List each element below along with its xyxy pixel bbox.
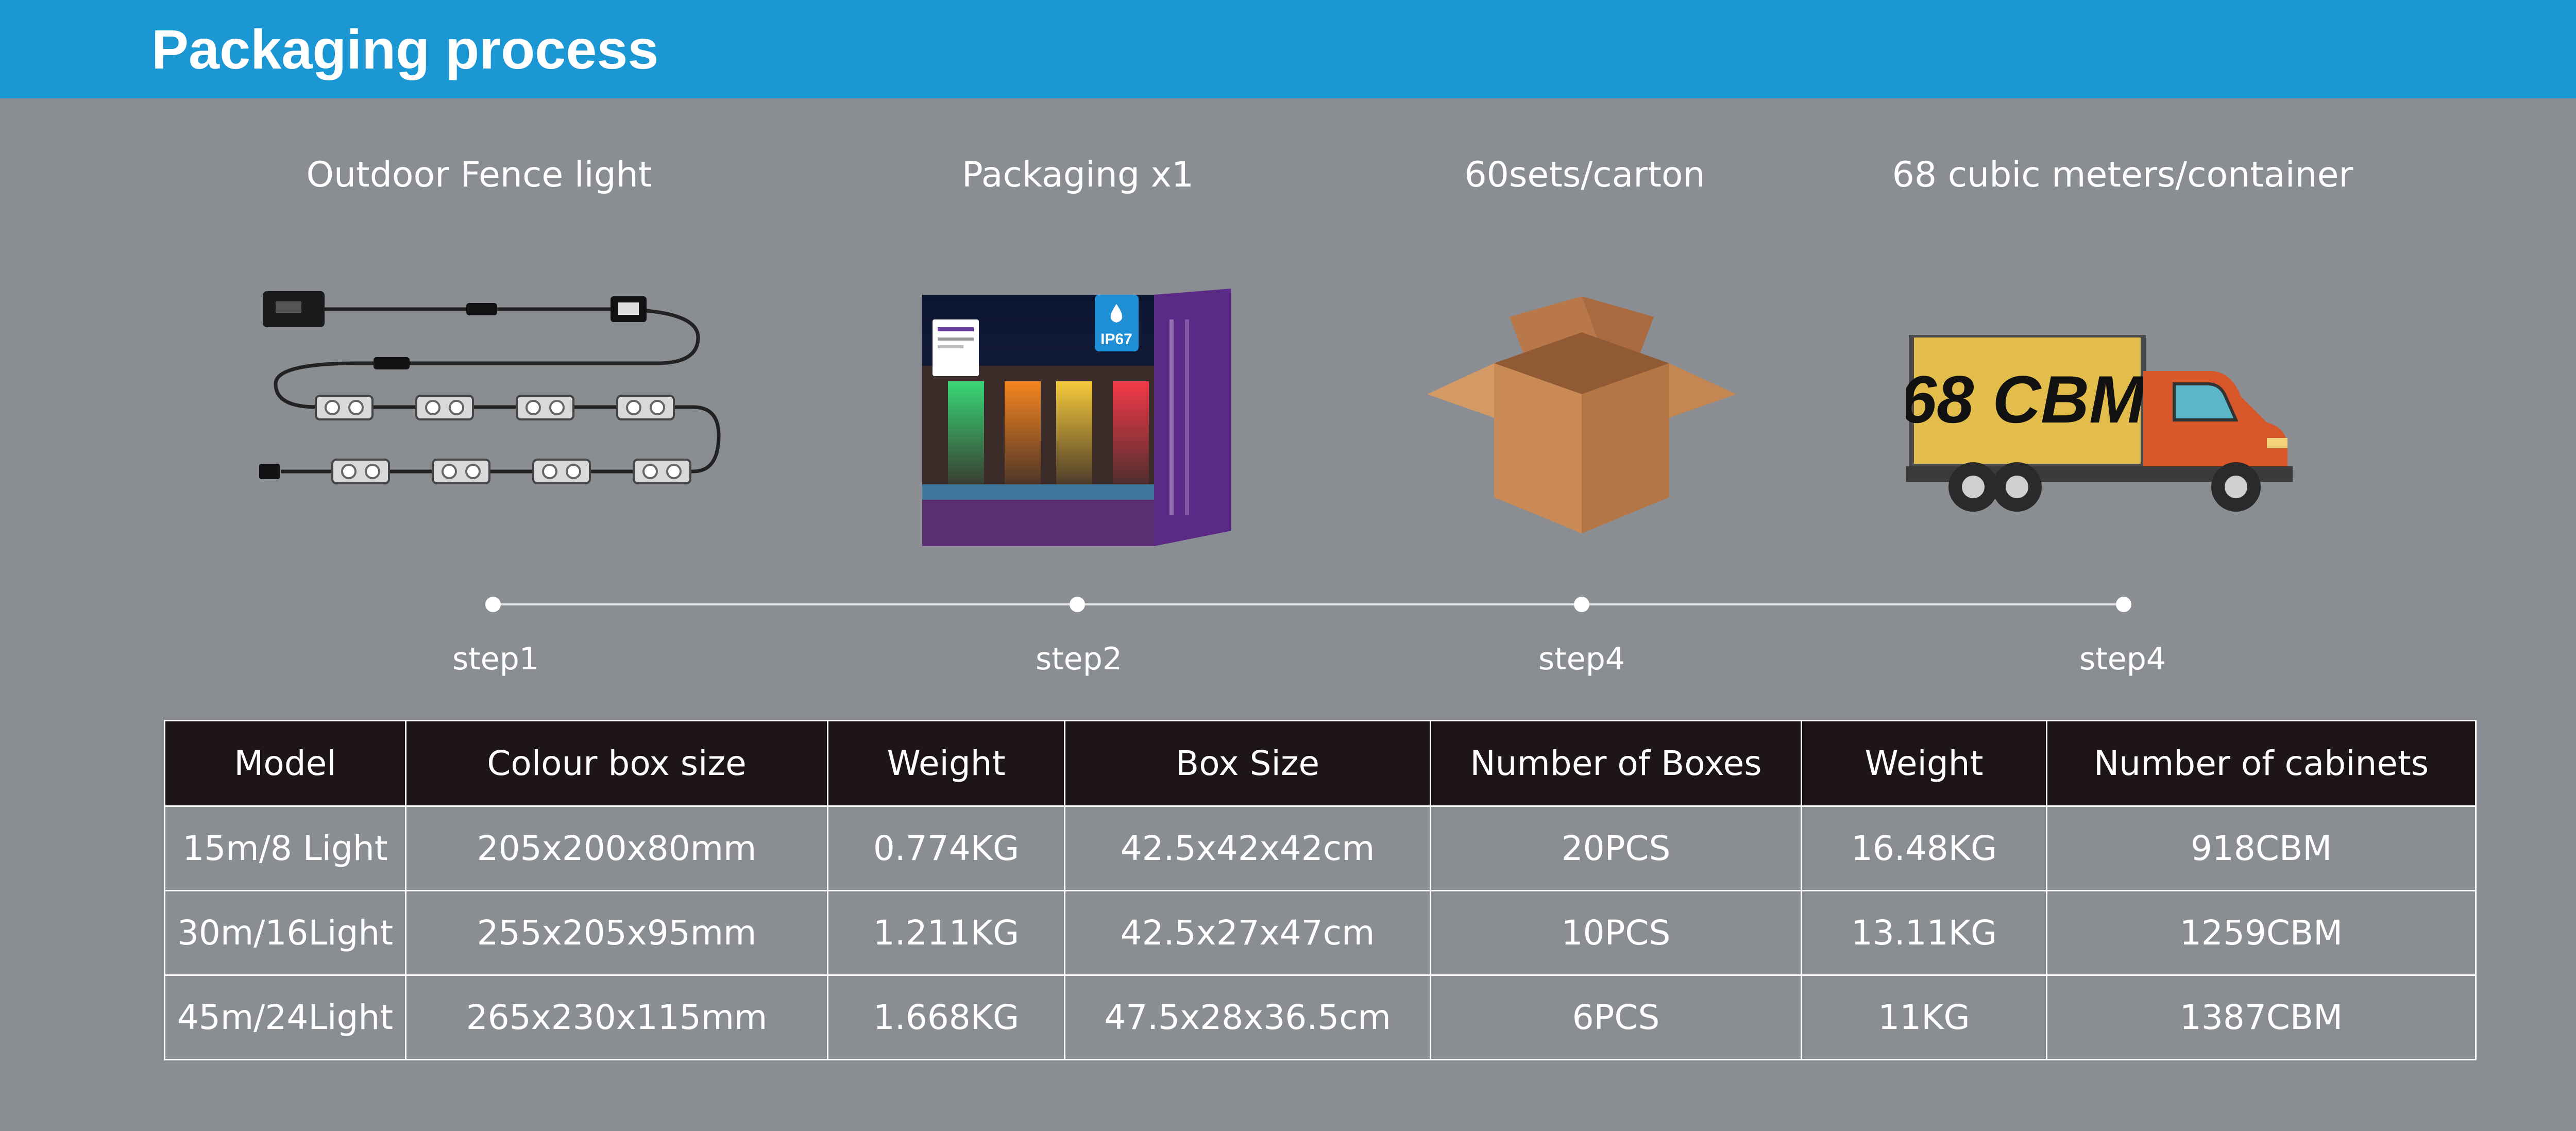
cell-model: 15m/8 Light xyxy=(164,805,406,891)
header-number-of-cabinets: Number of cabinets xyxy=(2046,720,2477,807)
table-row: 15m/8 Light 205x200x80mm 0.774KG 42.5x42… xyxy=(164,805,2477,891)
header-weight: Weight xyxy=(827,720,1065,807)
ip67-badge: IP67 xyxy=(1095,295,1139,351)
step-2-label: step2 xyxy=(1036,641,1122,677)
cell-number-of-boxes: 20PCS xyxy=(1430,805,1802,891)
step-1-label: step1 xyxy=(452,641,539,677)
header-box-size: Box Size xyxy=(1064,720,1431,807)
cell-number-of-cabinets: 1259CBM xyxy=(2046,890,2477,976)
cell-colour-box-size: 255x205x95mm xyxy=(405,890,828,976)
colour-box-image: IP67 xyxy=(922,289,1231,546)
header-bar: Packaging process xyxy=(0,0,2576,98)
header-number-of-boxes: Number of Boxes xyxy=(1430,720,1802,807)
table-row: 30m/16Light 255x205x95mm 1.211KG 42.5x27… xyxy=(164,890,2477,976)
cell-carton-weight: 16.48KG xyxy=(1801,805,2047,891)
cell-model: 45m/24Light xyxy=(164,974,406,1060)
timeline-dot-1 xyxy=(485,597,501,612)
light-module-icon xyxy=(315,395,374,420)
page-title: Packaging process xyxy=(151,18,659,80)
cell-colour-box-size: 205x200x80mm xyxy=(405,805,828,891)
truck-image: 68 CBM xyxy=(1906,335,2293,512)
step-1-title: Outdoor Fence light xyxy=(306,155,652,195)
fence-light-image xyxy=(259,291,721,484)
cell-model: 30m/16Light xyxy=(164,890,406,976)
cell-box-size: 47.5x28x36.5cm xyxy=(1064,974,1431,1060)
cell-weight: 1.668KG xyxy=(827,974,1065,1060)
table-header-row: Model Colour box size Weight Box Size Nu… xyxy=(164,720,2477,807)
header-carton-weight: Weight xyxy=(1801,720,2047,807)
step-2-title: Packaging x1 xyxy=(961,155,1194,195)
table-row: 45m/24Light 265x230x115mm 1.668KG 47.5x2… xyxy=(164,974,2477,1060)
step-3-title: 60sets/carton xyxy=(1464,155,1705,195)
cell-number-of-cabinets: 918CBM xyxy=(2046,805,2477,891)
cell-number-of-cabinets: 1387CBM xyxy=(2046,974,2477,1060)
packaging-spec-table: Model Colour box size Weight Box Size Nu… xyxy=(164,720,2477,1060)
cell-weight: 0.774KG xyxy=(827,805,1065,891)
cell-number-of-boxes: 10PCS xyxy=(1430,890,1802,976)
cell-carton-weight: 13.11KG xyxy=(1801,890,2047,976)
header-colour-box-size: Colour box size xyxy=(405,720,828,807)
timeline-dot-2 xyxy=(1070,597,1085,612)
cell-number-of-boxes: 6PCS xyxy=(1430,974,1802,1060)
cell-colour-box-size: 265x230x115mm xyxy=(405,974,828,1060)
header-model: Model xyxy=(164,720,406,807)
cell-weight: 1.211KG xyxy=(827,890,1065,976)
step-4-title: 68 cubic meters/container xyxy=(1892,155,2353,195)
timeline-dot-3 xyxy=(1574,597,1589,612)
step-4-label: step4 xyxy=(2079,641,2166,677)
truck-cbm-text: 68 CBM xyxy=(1906,362,2146,437)
cell-box-size: 42.5x42x42cm xyxy=(1064,805,1431,891)
step-3-label: step4 xyxy=(1538,641,1625,677)
timeline-dot-4 xyxy=(2116,597,2131,612)
cell-carton-weight: 11KG xyxy=(1801,974,2047,1060)
carton-image xyxy=(1427,296,1736,533)
timeline-line xyxy=(493,603,2124,605)
cell-box-size: 42.5x27x47cm xyxy=(1064,890,1431,976)
svg-text:IP67: IP67 xyxy=(1100,331,1132,348)
